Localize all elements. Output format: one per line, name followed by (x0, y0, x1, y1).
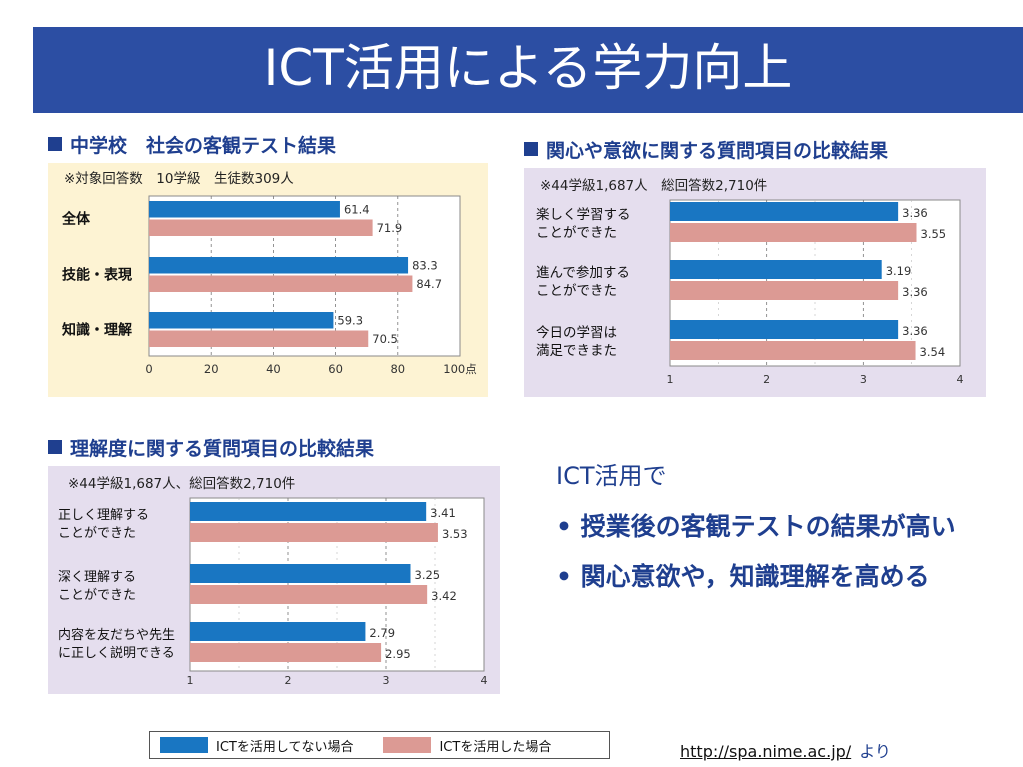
bar-with-ict (670, 223, 917, 242)
category-label: 満足できまた (536, 343, 617, 359)
source-link[interactable]: http://spa.nime.ac.jp/ (680, 742, 852, 761)
legend-label-with: ICTを活用した場合 (439, 739, 552, 755)
data-label: 71.9 (377, 221, 403, 235)
data-label: 3.54 (920, 345, 946, 359)
chart3-heading: 理解度に関する質問項目の比較結果 (48, 434, 374, 461)
bar-without-ict (149, 201, 340, 218)
bar-with-ict (149, 275, 413, 292)
data-label: 3.36 (902, 324, 928, 338)
chart3-title: 理解度に関する質問項目の比較結果 (70, 438, 375, 460)
bar-without-ict (149, 312, 334, 329)
tick-label: 3 (860, 373, 867, 386)
legend-swatch-pink (383, 737, 432, 753)
data-label: 3.19 (886, 264, 912, 278)
tick-label: 4 (957, 373, 964, 386)
data-label: 70.5 (372, 332, 398, 346)
legend: ICTを活用してない場合 ICTを活用した場合 (149, 731, 610, 759)
tick-label: 2 (763, 373, 770, 386)
tick-label: 0 (145, 362, 152, 376)
category-label: 内容を友だちや先生 (58, 627, 175, 643)
data-label: 59.3 (337, 314, 363, 328)
data-label: 83.3 (412, 259, 438, 273)
data-label: 2.95 (385, 647, 411, 661)
category-label: 深く理解する (58, 570, 136, 585)
bar-without-ict (670, 260, 882, 279)
summary-bullet: • 授業後の客観テストの結果が高い (556, 512, 956, 541)
category-label: 知識・理解 (62, 322, 132, 339)
data-label: 2.79 (369, 626, 395, 640)
summary-bullet: • 関心意欲や，知識理解を高める (556, 562, 930, 591)
data-label: 3.41 (430, 506, 456, 520)
category-label: 楽しく学習する (536, 207, 631, 223)
bar-without-ict (190, 564, 411, 583)
chart2-title: 関心や意欲に関する質問項目の比較結果 (546, 140, 889, 162)
tick-label: 3 (383, 674, 390, 687)
chart1-heading: 中学校 社会の客観テスト結果 (48, 131, 336, 158)
data-label: 3.36 (902, 285, 928, 299)
summary-intro: ICT活用で (556, 462, 667, 490)
category-label: 今日の学習は (536, 325, 617, 341)
slide-title: ICT活用による学力向上 (263, 39, 793, 97)
category-label: ことができた (536, 283, 617, 299)
tick-label: 60 (328, 362, 343, 376)
category-label: 進んで参加する (536, 264, 630, 281)
bar-with-ict (670, 341, 916, 360)
tick-label: 40 (266, 362, 281, 376)
legend-item-with: ICTを活用した場合 (383, 736, 551, 755)
chart1-svg: 0 20 40 60 80 100点 61.4 71.9 全体 83.3 84.7 技能・表現 59.3… (61, 195, 477, 376)
legend-swatch-blue (160, 737, 208, 753)
bar-with-ict (190, 585, 428, 604)
bar-without-ict (149, 257, 409, 274)
heading-square-icon (48, 440, 62, 454)
category-label: ことができた (58, 588, 136, 603)
data-label: 84.7 (416, 277, 442, 291)
legend-label-without: ICTを活用してない場合 (216, 739, 354, 755)
category-label: 技能・表現 (62, 267, 132, 284)
chart1-note: ※対象回答数 10学級 生徒数309人 (64, 171, 294, 187)
tick-label: 1 (667, 373, 674, 386)
data-label: 3.42 (431, 589, 457, 603)
source-credit: http://spa.nime.ac.jp/より (680, 738, 891, 762)
category-label: ことができた (58, 526, 136, 541)
tick-label: 4 (481, 674, 488, 687)
bar-with-ict (190, 643, 382, 662)
tick-label: 2 (285, 674, 292, 687)
source-suffix: より (859, 742, 891, 761)
bar-without-ict (670, 320, 899, 339)
summary: ICT活用で • 授業後の客観テストの結果が高い • 関心意欲や，知識理解を高め… (556, 456, 956, 609)
tick-label: 100点 (443, 362, 476, 376)
data-label: 3.36 (902, 206, 928, 220)
category-label: ことができた (536, 225, 617, 241)
title-bar: ICT活用による学力向上 (33, 27, 1023, 113)
category-label: 全体 (61, 211, 91, 228)
bar-without-ict (190, 502, 427, 521)
legend-item-without: ICTを活用してない場合 (160, 736, 353, 755)
chart2-note: ※44学級1,687人 総回答数2,710件 (540, 178, 768, 194)
data-label: 61.4 (344, 203, 370, 217)
tick-label: 1 (187, 674, 194, 687)
heading-square-icon (524, 142, 538, 156)
bar-with-ict (149, 219, 373, 236)
bar-with-ict (149, 330, 369, 347)
chart3-note: ※44学級1,687人、総回答数2,710件 (68, 476, 296, 492)
bar-without-ict (190, 622, 366, 641)
bar-with-ict (670, 281, 899, 300)
data-label: 3.53 (442, 527, 468, 541)
heading-square-icon (48, 137, 62, 151)
chart2-heading: 関心や意欲に関する質問項目の比較結果 (524, 136, 888, 163)
chart1-title: 中学校 社会の客観テスト結果 (70, 135, 337, 157)
category-label: に正しく説明できる (58, 645, 175, 661)
bar-with-ict (190, 523, 438, 542)
bar-without-ict (670, 202, 899, 221)
tick-label: 80 (390, 362, 405, 376)
category-label: 正しく理解する (58, 508, 149, 523)
data-label: 3.55 (921, 227, 947, 241)
data-label: 3.25 (415, 568, 441, 582)
tick-label: 20 (204, 362, 219, 376)
